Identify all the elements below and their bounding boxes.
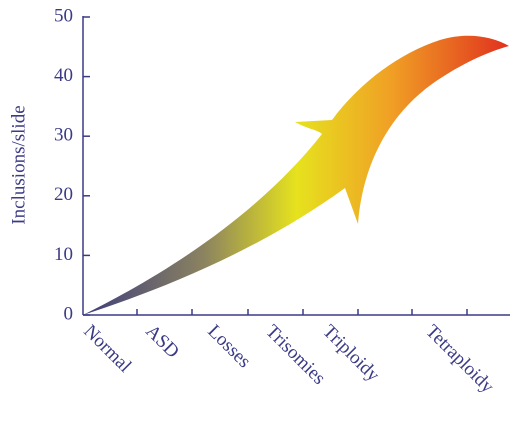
y-tick-label: 50 <box>54 5 73 26</box>
x-tick-label: Losses <box>203 321 254 372</box>
y-tick-label: 10 <box>54 244 73 265</box>
page: {"chart_data": {"type": "arrow", "y_labe… <box>0 0 520 423</box>
y-tick-label: 20 <box>54 184 73 205</box>
x-tick-label: Tetraploidy <box>421 321 498 398</box>
x-tick-label: Normal <box>79 321 135 377</box>
y-tick-label: 0 <box>64 303 74 324</box>
trend-arrow <box>83 36 509 315</box>
y-tick-label: 40 <box>54 65 73 86</box>
chart: Inclusions/slide 0 10 20 30 40 50 NormalASD Los… <box>0 0 520 423</box>
x-tick-label: Triploidy <box>318 321 383 386</box>
y-tick-label: 30 <box>54 125 73 146</box>
x-tick-label: ASD <box>141 321 183 363</box>
y-axis-label: Inclusions/slide <box>8 105 29 224</box>
x-axis-ticks <box>137 309 467 315</box>
x-tick-label: Trisomies <box>261 321 329 389</box>
